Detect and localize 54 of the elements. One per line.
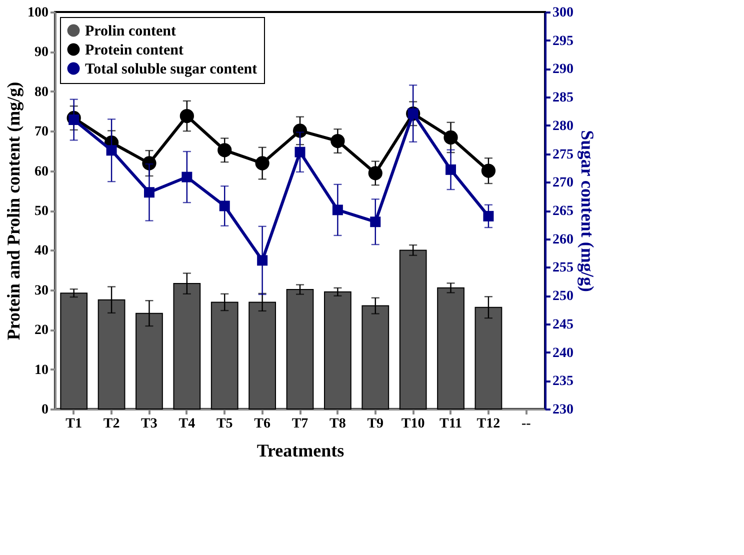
- x-tick-label: T7: [292, 416, 308, 432]
- y-tick-label: 20: [34, 323, 48, 338]
- point: [483, 210, 494, 222]
- x-tick-label: T3: [141, 416, 158, 432]
- y-tick-label: 50: [34, 204, 48, 219]
- point: [106, 145, 117, 156]
- y2-tick-label: 270: [552, 176, 574, 191]
- x-tick-label: T2: [103, 416, 120, 432]
- y2-tick-label: 275: [552, 147, 574, 162]
- y2-tick-label: 260: [552, 232, 574, 248]
- y-axis-title: Protein and Prolin content (mg/g): [4, 82, 24, 340]
- y2-tick-label: 255: [552, 260, 574, 276]
- y2-tick-label: 265: [552, 204, 574, 219]
- point: [481, 164, 496, 178]
- point: [180, 108, 194, 124]
- x-tick-label: T8: [330, 416, 346, 432]
- y2-tick-label: 280: [552, 118, 574, 134]
- y2-tick-label: 240: [552, 346, 574, 361]
- point: [218, 143, 232, 158]
- x-tick-label: T1: [66, 416, 82, 432]
- y2-tick-label: 300: [552, 6, 574, 20]
- x-tick-label: T10: [401, 416, 425, 432]
- y-tick-label: 30: [34, 283, 48, 298]
- y2-tick-label: 295: [552, 34, 574, 49]
- y-tick-label: 80: [34, 84, 48, 100]
- y2-tick-label: 290: [552, 62, 574, 78]
- y-tick-label: 60: [34, 164, 48, 180]
- x-tick-label: T12: [476, 416, 500, 432]
- point: [370, 216, 381, 228]
- y-tick-label: 0: [42, 402, 48, 418]
- point: [219, 200, 230, 212]
- y-tick-label: 70: [34, 124, 48, 140]
- y2-tick-label: 235: [552, 374, 574, 390]
- y2-axis-title: Sugar content (mg/g): [578, 130, 598, 292]
- y2-tick-label: 230: [552, 402, 574, 418]
- y-tick-label: 40: [34, 244, 48, 259]
- x-tick-label: T9: [367, 416, 384, 432]
- y2-tick-label: 250: [552, 289, 574, 304]
- x-tick-label: --: [521, 416, 532, 432]
- x-tick-label: T4: [178, 416, 196, 432]
- legend-label: Prolin content: [85, 24, 176, 40]
- y2-tick-label: 285: [552, 90, 574, 106]
- y-tick-label: 90: [34, 45, 48, 60]
- y2-tick-label: 245: [552, 317, 574, 332]
- x-axis-title: Treatments: [256, 440, 344, 460]
- point: [182, 172, 192, 182]
- x-tick-label: T11: [439, 416, 462, 432]
- y-tick-label: 10: [34, 362, 48, 378]
- x-tick-label: T5: [216, 416, 233, 432]
- x-tick-label: T6: [254, 416, 270, 432]
- legend-label: Total soluble sugar content: [85, 62, 258, 78]
- point: [368, 166, 382, 180]
- legend-label: Protein content: [85, 42, 184, 58]
- y-tick-label: 100: [28, 6, 48, 20]
